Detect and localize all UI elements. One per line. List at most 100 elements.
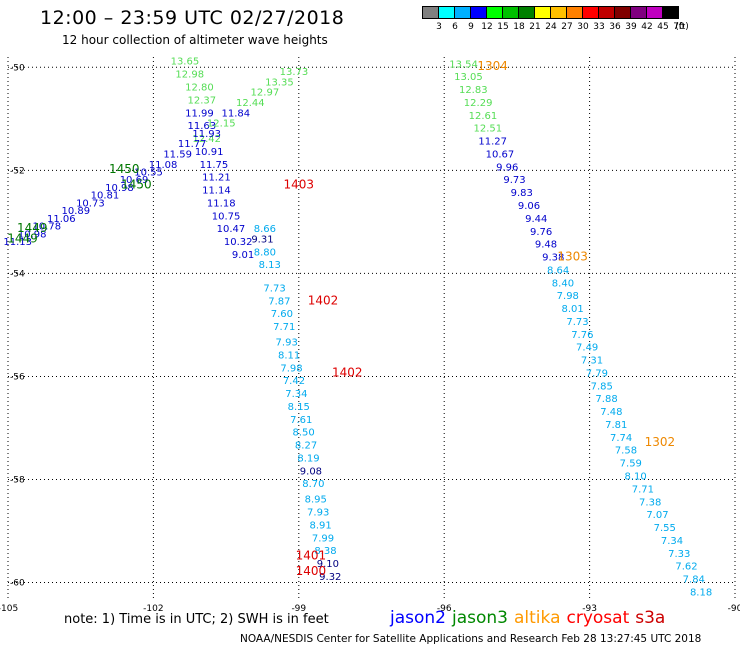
wave-height-point: 12.97	[251, 88, 280, 99]
wave-height-point: 11.14	[202, 186, 231, 197]
pass-number-label: 1449	[17, 221, 48, 235]
color-scale-unit: (ft)	[675, 22, 689, 32]
pass-number-label: 1304	[477, 59, 508, 73]
wave-height-point: 9.01	[232, 250, 254, 261]
wave-height-point: 10.32	[224, 237, 253, 248]
pass-number-label: 1402	[308, 293, 339, 307]
wave-height-point: 10.98	[105, 183, 134, 194]
wave-height-point: 10.55	[134, 168, 163, 179]
wave-height-point: 7.38	[639, 497, 661, 508]
legend-altika: altika	[514, 608, 561, 628]
wave-height-point: 7.34	[661, 536, 683, 547]
color-scale-label: 6	[452, 22, 458, 32]
color-scale-label: 21	[529, 22, 541, 32]
lat-tick-label: -60	[10, 579, 25, 589]
color-scale-label: 9	[468, 22, 474, 32]
wave-height-point: 12.44	[236, 98, 265, 109]
wave-height-point: 7.71	[273, 322, 295, 333]
pass-number-label: 1450	[121, 177, 152, 191]
wave-height-point: 8.64	[547, 265, 569, 276]
color-scale-label: 12	[481, 22, 493, 32]
chart-subtitle: 12 hour collection of altimeter wave hei…	[62, 33, 328, 47]
wave-height-point: 7.49	[576, 343, 598, 354]
color-scale-label: 30	[577, 22, 589, 32]
wave-height-point: 8.40	[552, 278, 574, 289]
wave-height-point: 7.58	[615, 446, 637, 457]
wave-height-point: 7.42	[283, 376, 305, 387]
map-axes: -105 -102 -99 -96 -93 -90 -50 -52 -54 -56 -58 -60	[0, 63, 740, 614]
footnote: note: 1) Time is in UTC; 2) SWH is in fe…	[64, 612, 329, 627]
wave-height-point: 8.50	[293, 428, 315, 439]
wave-height-point: 11.77	[178, 139, 207, 150]
lon-tick-label: -90	[728, 604, 740, 614]
color-scale-label: 27	[561, 22, 573, 32]
color-scale-label: 33	[593, 22, 605, 32]
color-scale-swatches	[422, 6, 679, 19]
wave-height-point: 10.67	[486, 149, 515, 160]
pass-number-label: 1450	[109, 162, 140, 176]
wave-height-point: 7.60	[271, 309, 293, 320]
wave-height-point: 13.05	[454, 72, 483, 83]
wave-height-point: 7.88	[595, 394, 617, 405]
wave-height-point: 11.18	[207, 198, 236, 209]
wave-height-point: 12.83	[459, 85, 488, 96]
wave-height-point: 12.80	[185, 82, 214, 93]
lon-tick-label: -102	[143, 604, 163, 614]
wave-height-point: 10.91	[195, 147, 224, 158]
wave-height-point: 7.93	[276, 338, 298, 349]
wave-height-point: 13.54	[449, 59, 478, 70]
lat-tick-label: -58	[10, 475, 25, 485]
pass-number-label: 1449	[7, 231, 38, 245]
wave-height-point: 10.89	[62, 206, 91, 217]
wave-height-point: 7.87	[268, 296, 290, 307]
color-scale-label: 70	[673, 22, 685, 32]
color-scale-label: 42	[641, 22, 653, 32]
wave-height-point: 7.73	[263, 283, 285, 294]
sat-low-track: 8.669.318.808.137.737.877.607.717.938.11…	[251, 224, 341, 583]
color-scale-label: 24	[545, 22, 557, 32]
wave-height-point: 8.80	[254, 247, 276, 258]
wave-height-point: 9.10	[317, 559, 339, 570]
legend-s3a: s3a	[635, 608, 666, 628]
legend-cryosat: cryosat	[566, 608, 630, 628]
wave-height-point: 8.15	[288, 402, 310, 413]
wave-height-point: 12.15	[207, 119, 236, 130]
wave-height-point: 11.84	[221, 108, 250, 119]
wave-height-point: 12.51	[473, 124, 502, 135]
lon-tick-label: -96	[437, 604, 452, 614]
wave-height-point: 8.27	[295, 441, 317, 452]
wave-height-point: 10.81	[91, 191, 120, 202]
color-scale-label: 45	[657, 22, 669, 32]
wave-height-point: 11.99	[185, 108, 214, 119]
wave-height-point: 9.08	[300, 466, 322, 477]
wave-height-point: 12.61	[469, 111, 498, 122]
wave-height-point: 10.75	[212, 211, 241, 222]
wave-height-point: 8.38	[314, 546, 336, 557]
pass-number-label: 1302	[645, 435, 676, 449]
wave-height-point: 9.96	[496, 162, 518, 173]
color-scale-label: 15	[497, 22, 509, 32]
wave-height-point: 11.06	[47, 214, 76, 225]
wave-height-point: 9.44	[525, 214, 547, 225]
lon-tick-label: -99	[291, 604, 306, 614]
wave-height-point: 9.32	[319, 572, 341, 583]
wave-height-point: 7.33	[668, 549, 690, 560]
wave-height-point: 11.75	[200, 160, 229, 171]
wave-height-point: 8.13	[259, 260, 281, 271]
wave-height-point: 8.19	[297, 453, 319, 464]
wave-height-point: 8.10	[625, 471, 647, 482]
wave-height-point: 12.37	[188, 95, 217, 106]
sat-left-track: 11.1310.9810.7811.0610.8910.7310.8110.98…	[3, 67, 308, 248]
wave-height-point: 7.73	[566, 317, 588, 328]
wave-height-point: 10.78	[32, 222, 61, 233]
map-grid	[7, 57, 736, 598]
wave-height-point: 10.98	[18, 229, 47, 240]
wave-height-point: 7.55	[654, 523, 676, 534]
wave-height-point: 7.07	[646, 510, 668, 521]
wave-height-point: 7.74	[610, 433, 632, 444]
lon-tick-label: -105	[0, 604, 18, 614]
wave-height-point: 11.13	[3, 237, 32, 248]
wave-height-point: 7.93	[307, 508, 329, 519]
